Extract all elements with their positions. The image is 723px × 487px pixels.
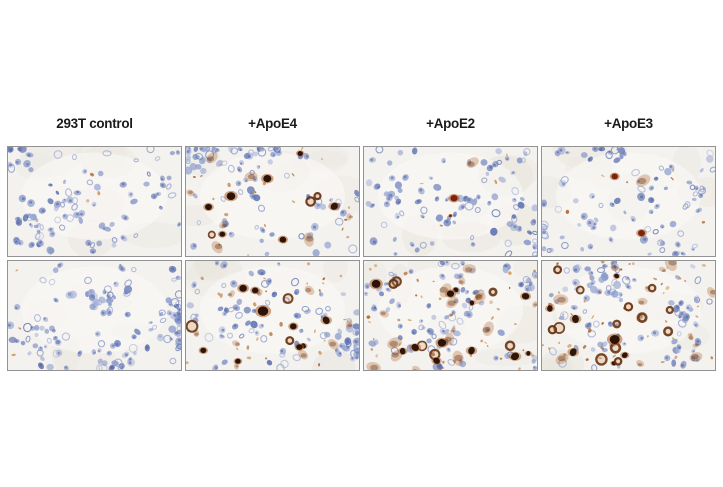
ihc-image-top-apoe4 bbox=[185, 146, 360, 257]
ihc-image-bottom-apoe4 bbox=[185, 260, 360, 371]
column-label-293t-control: 293T control bbox=[56, 115, 133, 131]
column-label-apoe2: +ApoE2 bbox=[426, 115, 475, 131]
micrograph-image bbox=[186, 261, 359, 370]
micrograph-image bbox=[364, 147, 537, 256]
micrograph-image bbox=[8, 147, 181, 256]
ihc-image-bottom-apoe2 bbox=[363, 260, 538, 371]
micrograph-panel-grid bbox=[7, 146, 716, 371]
micrograph-image bbox=[542, 147, 715, 256]
column-labels-row: 293T control +ApoE4 +ApoE2 +ApoE3 bbox=[7, 115, 716, 132]
ihc-image-top-apoe3 bbox=[541, 146, 716, 257]
ihc-image-top-293t-control bbox=[7, 146, 182, 257]
micrograph-image bbox=[542, 261, 715, 370]
column-label-apoe4: +ApoE4 bbox=[248, 115, 297, 131]
ihc-image-bottom-apoe3 bbox=[541, 260, 716, 371]
column-label-apoe3: +ApoE3 bbox=[604, 115, 653, 131]
ihc-image-top-apoe2 bbox=[363, 146, 538, 257]
micrograph-image bbox=[364, 261, 537, 370]
micrograph-image bbox=[186, 147, 359, 256]
micrograph-image bbox=[8, 261, 181, 370]
ihc-image-bottom-293t-control bbox=[7, 260, 182, 371]
